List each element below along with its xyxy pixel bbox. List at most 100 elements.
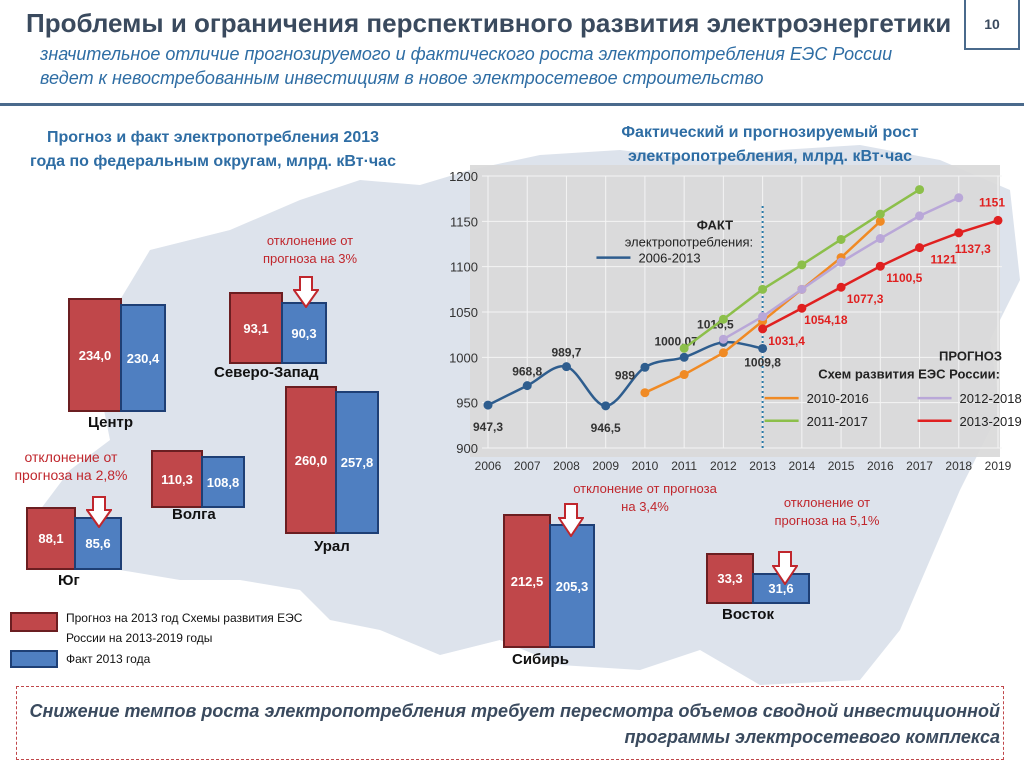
series-point-2010-2016 [640, 388, 650, 398]
bar-northwest-fact-label: 90,3 [291, 325, 317, 341]
series-point-2013-2019 [954, 228, 964, 238]
region-name-east: Восток [722, 606, 774, 623]
data-label: 1151 [979, 195, 1005, 209]
y-tick-label: 1150 [450, 214, 478, 229]
region-name-volga: Волга [172, 506, 216, 523]
series-point-2006-2013 [483, 400, 493, 410]
data-label: 1054,18 [804, 313, 848, 327]
x-tick-label: 2013 [749, 459, 776, 473]
data-label: 1100,5 [886, 271, 922, 285]
footer-conclusion: Снижение темпов роста электропотребления… [29, 701, 1000, 747]
bar-siberia-forecast: 212,5 [503, 514, 551, 648]
forecast-legend-heading: ПРОГНОЗ [939, 348, 1002, 363]
bar-volga-fact-label: 108,8 [206, 474, 240, 490]
down-arrow-icon [558, 503, 584, 537]
y-tick-label: 1100 [450, 260, 478, 275]
x-tick-label: 2018 [945, 459, 972, 473]
data-label: 1077,3 [847, 292, 884, 306]
series-point-2006-2013 [679, 352, 689, 362]
legend-swatch-forecast [10, 612, 58, 632]
header [0, 0, 1024, 100]
bar-northwest-forecast: 93,1 [229, 292, 283, 364]
down-arrow-icon [86, 496, 112, 528]
region-name-northwest: Северо-Запад [214, 364, 319, 381]
y-tick-label: 1050 [449, 305, 478, 320]
series-point-2013-2019 [875, 261, 885, 271]
series-point-2006-2013 [561, 362, 571, 372]
legend-label-2010-2016: 2010-2016 [807, 391, 869, 406]
line-chart: 900 950 1000 1050 1100 1150 1200 2006 2007 2008 20… [449, 169, 1022, 473]
legend-label-2011-2017: 2011-2017 [807, 414, 868, 429]
bar-ural-fact: 257,8 [335, 391, 379, 534]
data-label: 946,5 [591, 421, 621, 435]
series-point-2013-2019 [993, 215, 1003, 225]
chart-title: Фактический и прогнозируемый рост электр… [621, 124, 919, 165]
legend-label-forecast: Прогноз на 2013 год Схемы развития ЕЭС Р… [66, 611, 303, 645]
deviation-siberia: отклонение от прогноза на 3,4% [573, 481, 717, 514]
bar-center-fact-label: 230,4 [126, 350, 160, 366]
y-tick-label: 1200 [449, 169, 478, 184]
deviation-south: отклонение от прогноза на 2,8% [14, 449, 128, 483]
series-point-2011-2017 [836, 234, 846, 244]
x-tick-label: 2015 [828, 459, 855, 473]
data-label: 1009,8 [744, 355, 781, 369]
data-label: 989,7 [551, 346, 581, 360]
legend-label-fact: Факт 2013 года [66, 652, 151, 666]
footer-frame [16, 686, 1004, 760]
series-point-2012-2018 [915, 211, 925, 221]
y-tick-label: 950 [456, 396, 478, 411]
x-tick-label: 2014 [788, 459, 815, 473]
bar-volga-forecast-label: 110,3 [161, 471, 193, 487]
bar-center-forecast: 234,0 [68, 298, 122, 412]
series-point-2010-2016 [875, 216, 885, 226]
bar-south-forecast-label: 88,1 [38, 531, 64, 546]
x-tick-label: 2012 [710, 459, 737, 473]
x-tick-label: 2007 [514, 459, 541, 473]
bar-volga-forecast: 110,3 [151, 450, 203, 508]
bar-east-fact-label: 31,6 [768, 581, 794, 596]
series-point-2010-2016 [718, 348, 728, 358]
series-point-2011-2017 [875, 209, 885, 219]
legend-label-2012-2018: 2012-2018 [960, 391, 1022, 406]
bar-center-forecast-label: 234,0 [78, 347, 112, 363]
series-point-2011-2017 [679, 343, 689, 353]
fact-legend-subheading: электропотребления: [625, 235, 753, 250]
bar-east-forecast-label: 33,3 [717, 571, 743, 586]
series-point-2006-2013 [601, 401, 611, 411]
y-tick-label: 900 [456, 441, 478, 456]
series-point-2012-2018 [797, 284, 807, 294]
series-point-2011-2017 [718, 314, 728, 324]
series-point-2006-2013 [522, 381, 532, 391]
bar-siberia-fact-label: 205,3 [555, 578, 589, 594]
page-title: Проблемы и ограничения перспективного ра… [26, 8, 952, 38]
y-tick-label: 1000 [449, 350, 478, 365]
deviation-northwest: отклонение от прогноза на 3% [262, 233, 358, 266]
x-tick-label: 2006 [475, 459, 502, 473]
region-name-ural: Урал [314, 538, 350, 555]
data-label: 968,8 [512, 365, 542, 379]
bar-northwest-fact: 90,3 [281, 302, 327, 364]
x-tick-label: 2011 [671, 459, 697, 473]
bar-east-forecast: 33,3 [706, 553, 754, 604]
series-point-2006-2013 [758, 343, 768, 353]
data-label: 1031,4 [768, 334, 805, 348]
bar-siberia-fact: 205,3 [549, 524, 595, 648]
x-tick-label: 2019 [985, 459, 1012, 473]
page-subtitle: значительное отличие прогнозируемого и ф… [40, 44, 893, 88]
forecast-legend-subheading: Схем развития ЕЭС России: [818, 366, 1000, 381]
down-arrow-icon [293, 276, 319, 308]
x-tick-label: 2008 [553, 459, 580, 473]
bar-south-forecast: 88,1 [26, 507, 76, 570]
page-number: 10 [964, 0, 1020, 50]
bar-volga-fact: 108,8 [201, 456, 245, 508]
deviation-east: отклонение от прогноза на 5,1% [774, 495, 880, 528]
series-point-2010-2016 [679, 370, 689, 380]
x-tick-label: 2009 [592, 459, 619, 473]
x-tick-label: 2017 [906, 459, 933, 473]
fact-legend-heading: ФАКТ [697, 217, 733, 232]
bar-center-fact: 230,4 [120, 304, 166, 412]
x-tick-label: 2016 [867, 459, 894, 473]
series-point-2011-2017 [915, 185, 925, 195]
series-point-2011-2017 [797, 260, 807, 270]
series-point-2013-2019 [836, 282, 846, 292]
